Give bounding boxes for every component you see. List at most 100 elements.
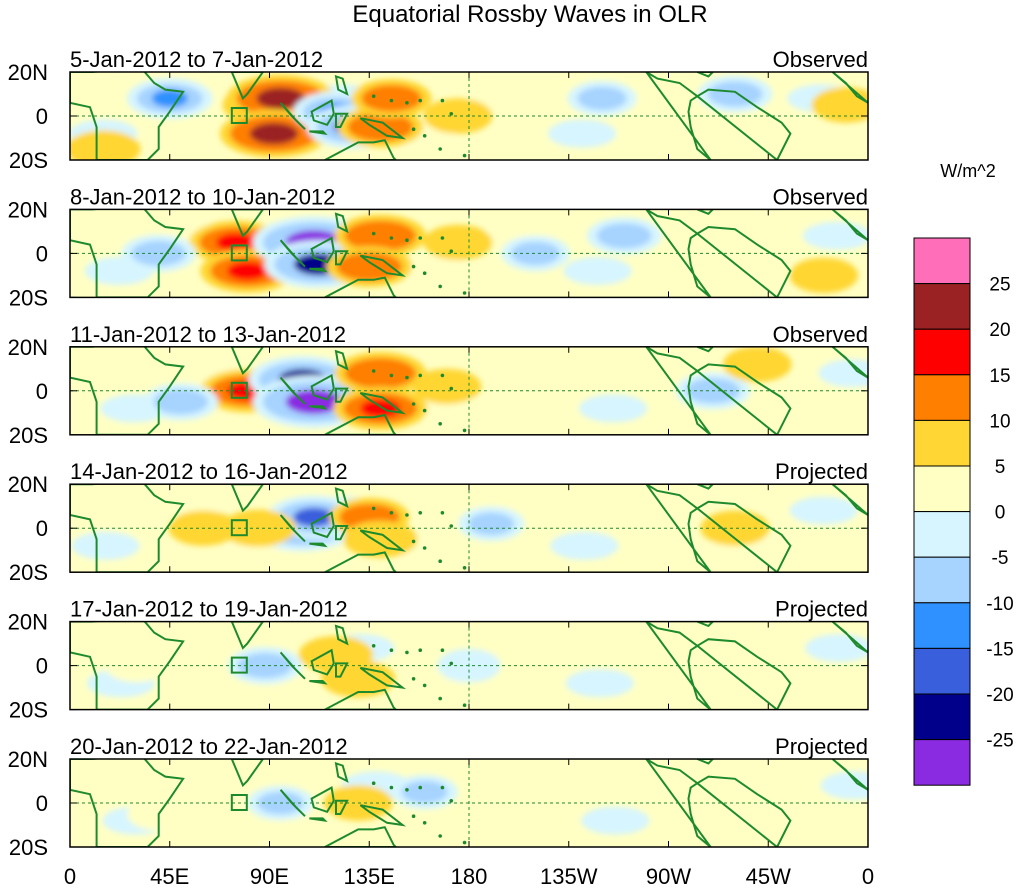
coastline <box>645 72 712 160</box>
y-tick-label: 20S <box>9 698 48 723</box>
anomaly-core <box>249 122 299 145</box>
coastline <box>334 212 349 234</box>
y-tick-label: 0 <box>36 791 48 816</box>
coastline <box>645 759 712 847</box>
colorbar: W/m^2 25 20 15 10 5 0 -5 -10 -15 -20 -25 <box>913 161 1014 786</box>
background-anomaly <box>565 669 634 698</box>
colorbar-label: -25 <box>986 731 1013 752</box>
background-anomaly <box>71 531 140 560</box>
coastline <box>335 387 349 403</box>
island <box>438 284 442 289</box>
x-tick-label: 90E <box>250 864 289 889</box>
panel-date-range: 14-Jan-2012 to 16-Jan-2012 <box>70 459 348 484</box>
anomaly-core <box>832 97 860 113</box>
y-tick-label: 20S <box>9 835 48 860</box>
colorbar-label: -15 <box>986 639 1013 660</box>
background-anomaly <box>499 359 568 388</box>
anomaly-core <box>360 226 400 245</box>
y-tick-label: 20N <box>8 472 48 497</box>
anomaly-core <box>256 87 305 110</box>
island <box>418 511 423 515</box>
island <box>438 834 442 838</box>
colorbar-label: 10 <box>989 411 1010 432</box>
x-tick-label: 45W <box>746 864 791 889</box>
island <box>462 428 467 433</box>
y-tick-label: 20S <box>9 423 48 448</box>
coastline <box>645 346 712 435</box>
coastline <box>696 484 715 490</box>
y-tick-label: 20S <box>9 560 48 585</box>
coastline <box>695 225 792 298</box>
coastline <box>279 651 306 680</box>
island <box>449 249 454 253</box>
coastline <box>695 88 792 160</box>
island <box>462 291 467 295</box>
coastline <box>310 786 335 813</box>
island <box>462 153 467 158</box>
background-anomaly <box>738 394 807 423</box>
colorbar-label: 5 <box>995 457 1006 478</box>
panel-date-range: 17-Jan-2012 to 19-Jan-2012 <box>70 597 348 622</box>
island <box>440 785 445 790</box>
coastline <box>335 112 349 128</box>
anomaly-core <box>444 235 472 250</box>
background-anomaly <box>485 634 554 662</box>
island <box>371 506 376 511</box>
anomaly-core <box>165 394 196 410</box>
panel-date-range: 8-Jan-2012 to 10-Jan-2012 <box>70 184 335 209</box>
colorbar-label: -5 <box>992 548 1009 569</box>
coastline <box>230 621 265 650</box>
island <box>418 785 423 790</box>
island <box>438 559 442 563</box>
colorbar-swatch <box>913 465 971 513</box>
coastline <box>696 72 715 78</box>
coastline <box>230 209 265 238</box>
coastline <box>335 525 349 541</box>
coastline <box>695 638 792 710</box>
anomaly-core <box>285 389 342 414</box>
island <box>449 386 454 391</box>
anomaly-core <box>143 245 174 261</box>
anomaly-core <box>721 521 749 536</box>
coastline <box>310 236 335 264</box>
island <box>422 271 427 276</box>
anomaly-core <box>226 261 268 281</box>
anomaly-field <box>71 495 858 560</box>
y-tick-label: 20N <box>8 610 48 635</box>
island <box>371 94 376 98</box>
anomaly-core <box>588 91 616 106</box>
island <box>422 821 427 825</box>
colorbar-swatch <box>913 328 971 376</box>
coastline <box>335 250 349 266</box>
coastline <box>279 102 306 130</box>
island <box>411 264 416 269</box>
island <box>449 524 454 528</box>
colorbar-swatch <box>913 739 971 786</box>
coastline <box>230 759 265 788</box>
coastline <box>279 789 306 817</box>
coastline <box>324 276 398 298</box>
coastline <box>334 349 349 371</box>
anomaly-field <box>100 346 868 431</box>
panel-date-range: 11-Jan-2012 to 13-Jan-2012 <box>70 322 346 347</box>
island <box>418 98 423 103</box>
coastline <box>831 209 868 242</box>
island <box>389 236 394 240</box>
island <box>418 648 423 652</box>
anomaly-core <box>360 364 400 383</box>
anomaly-core <box>88 141 119 157</box>
panel-status: Projected <box>775 459 868 484</box>
island <box>405 238 409 242</box>
background-anomaly <box>421 806 490 835</box>
coastline <box>831 72 868 104</box>
background-anomaly <box>707 119 776 148</box>
island <box>462 703 467 707</box>
coastline <box>309 542 328 548</box>
map-panel: 20N 0 20S 20-Jan-2012 to 22-Jan-2012 Project… <box>8 734 869 860</box>
map-panel: 20N 0 20S 8-Jan-2012 to 10-Jan-2012 Observed <box>8 184 869 310</box>
island <box>462 840 467 845</box>
coastline <box>310 373 335 401</box>
coastline <box>359 804 407 827</box>
x-tick-label: 180 <box>451 864 488 889</box>
